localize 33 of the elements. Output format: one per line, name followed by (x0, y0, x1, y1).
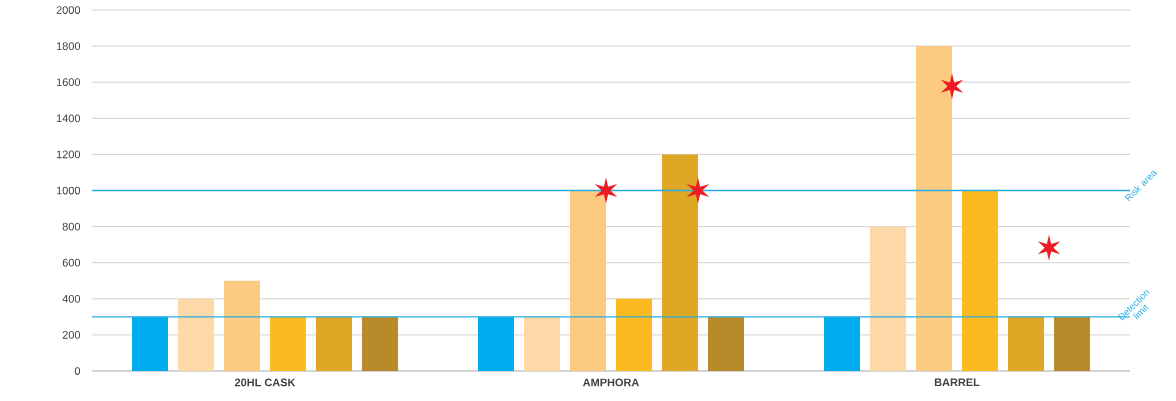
y-tick-label: 600 (62, 258, 81, 267)
y-tick-label: 1000 (56, 186, 81, 195)
bar (270, 316, 306, 371)
y-tick-label: 0 (74, 367, 81, 375)
bar (570, 190, 606, 371)
bar (915, 46, 952, 371)
bar (224, 280, 260, 371)
bar (524, 316, 560, 371)
bar (869, 226, 906, 371)
bar (316, 316, 352, 371)
bar (616, 298, 652, 371)
bar (1008, 316, 1044, 371)
ref-line-label: Risk area (1124, 170, 1158, 202)
y-tick-label: 2000 (56, 6, 81, 14)
y-tick-label: 1400 (56, 114, 81, 123)
bar (478, 316, 514, 371)
bar (823, 316, 860, 371)
y-tick-label: 1200 (56, 150, 81, 159)
y-tick-label: 1800 (56, 42, 81, 50)
bar (708, 316, 744, 371)
y-tick-label: 1600 (56, 78, 81, 87)
bar (132, 316, 168, 371)
y-tick-label: 800 (62, 222, 81, 231)
bar (961, 190, 998, 371)
bar (178, 298, 214, 371)
bar (1054, 316, 1090, 371)
x-tick-label: AMPHORA (582, 378, 640, 387)
y-tick-label: 400 (62, 294, 81, 303)
x-tick-label: 20HL CASK (234, 378, 296, 387)
y-tick-label: 200 (62, 331, 81, 339)
x-tick-label: BARREL (934, 378, 980, 387)
bar (662, 154, 698, 371)
bar (362, 316, 398, 371)
